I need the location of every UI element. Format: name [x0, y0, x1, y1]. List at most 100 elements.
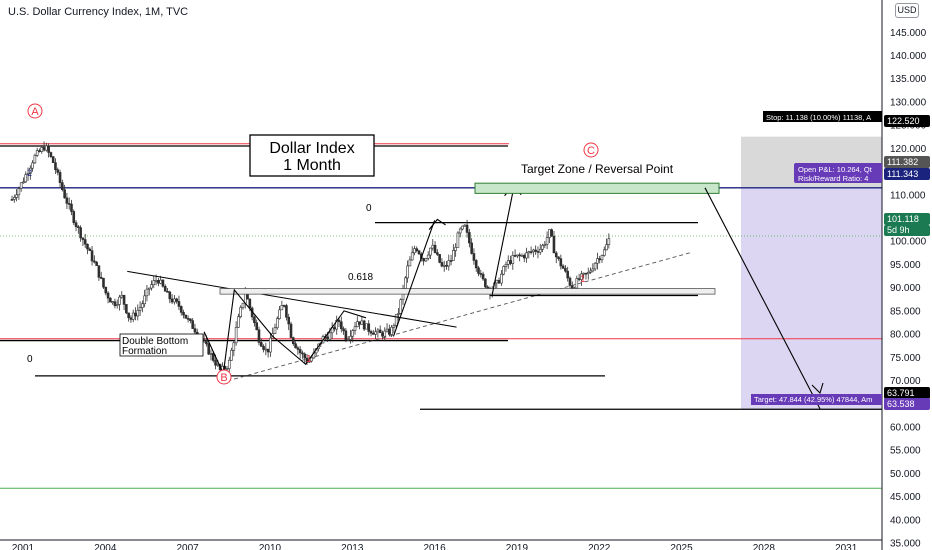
candle-body — [143, 295, 146, 305]
candle-body — [17, 188, 21, 196]
candle-body — [431, 244, 435, 249]
candle-body — [227, 359, 231, 369]
wave-a-circle-label: A — [31, 106, 39, 118]
candle-body — [479, 273, 483, 275]
candle-body — [184, 314, 188, 319]
candle-body — [534, 249, 537, 252]
candle-body — [436, 252, 439, 255]
candle-body — [511, 255, 515, 264]
currency-button[interactable]: USD — [895, 3, 919, 18]
candle-body — [294, 343, 297, 349]
y-tick-label: 130.000 — [890, 97, 927, 108]
candle-body — [580, 273, 583, 280]
x-tick-label: 2016 — [423, 543, 446, 550]
candle-body — [97, 265, 101, 278]
y-tick-label: 120.000 — [890, 144, 927, 155]
candle-body — [109, 297, 112, 303]
candle-body — [461, 225, 464, 230]
fib-0-lower-label: 0 — [27, 354, 33, 365]
candle-body — [291, 337, 295, 344]
candle-body — [554, 252, 558, 258]
candle-body — [65, 197, 69, 204]
candle-body — [344, 330, 348, 340]
candle-body — [31, 162, 34, 169]
candle-body — [545, 237, 549, 245]
candle-body — [147, 287, 151, 290]
candle-body — [152, 280, 156, 285]
candle-body — [280, 305, 284, 311]
candle-body — [406, 265, 409, 279]
candle-body — [433, 244, 437, 253]
candle-body — [118, 296, 121, 305]
candle-body — [552, 235, 556, 254]
stop-price-tag: 122.520 — [887, 116, 920, 126]
candle-body — [470, 242, 473, 254]
candle-body — [399, 299, 403, 314]
candle-body — [170, 298, 174, 303]
entry-upper-tag: 111.382 — [887, 157, 918, 167]
stop-label: Stop: 11.138 (10.00%) 11138, A — [766, 113, 871, 122]
candle-body — [131, 312, 135, 320]
x-tick-label: 2010 — [259, 543, 282, 550]
candle-body — [166, 290, 169, 293]
candle-body — [61, 182, 64, 191]
candle-body — [177, 301, 181, 307]
candle-body — [548, 229, 551, 238]
candle-body — [175, 298, 178, 302]
candle-body — [157, 280, 160, 284]
candle-body — [255, 322, 258, 331]
candle-body — [337, 319, 341, 323]
y-tick-label: 45.000 — [890, 492, 921, 503]
candle-body — [500, 273, 503, 284]
x-tick-label: 2019 — [506, 543, 529, 550]
candle-body — [497, 279, 501, 284]
y-tick-label: 35.000 — [890, 539, 921, 550]
candle-body — [81, 237, 85, 240]
x-tick-label: 2022 — [588, 543, 611, 550]
candle-body — [301, 352, 304, 355]
candle-body — [326, 336, 329, 340]
candle-body — [86, 243, 89, 250]
candle-body — [394, 314, 398, 326]
candle-body — [35, 150, 39, 156]
candle-body — [495, 279, 499, 284]
candle-body — [369, 331, 373, 334]
candle-body — [38, 150, 41, 152]
candle-body — [241, 302, 245, 308]
candle-body — [209, 352, 213, 355]
candle-body — [113, 301, 117, 306]
candle-body — [365, 323, 368, 330]
candle-body — [51, 156, 55, 163]
candle-body — [29, 167, 32, 174]
candle-body — [374, 331, 377, 335]
candle-body — [77, 226, 80, 228]
candle-body — [543, 243, 547, 246]
candle-body — [568, 277, 572, 286]
candle-body — [230, 349, 233, 361]
candle-body — [79, 227, 82, 239]
candle-body — [333, 327, 336, 330]
candle-body — [10, 199, 14, 201]
countdown-tag-bg — [884, 225, 930, 236]
open-pl-bg — [794, 163, 882, 183]
candle-body — [237, 316, 240, 328]
candle-body — [257, 329, 261, 343]
candle-body — [136, 309, 140, 317]
wave-c-circle-label: C — [587, 145, 595, 157]
y-tick-label: 85.000 — [890, 306, 921, 317]
candle-body — [598, 258, 601, 261]
candle-body — [285, 305, 288, 318]
candle-body — [367, 323, 371, 332]
chart-title-line-1: Dollar Index — [269, 140, 354, 157]
current-price-tag: 101.118 — [887, 214, 919, 224]
candle-body — [589, 270, 592, 273]
stop-label-bg — [763, 111, 882, 122]
candle-body — [129, 317, 133, 320]
x-tick-label: 2013 — [341, 543, 364, 550]
candle-body — [447, 260, 451, 267]
candle-body — [426, 254, 430, 259]
candle-body — [346, 339, 350, 341]
candle-body — [104, 286, 108, 294]
candle-body — [134, 312, 137, 317]
